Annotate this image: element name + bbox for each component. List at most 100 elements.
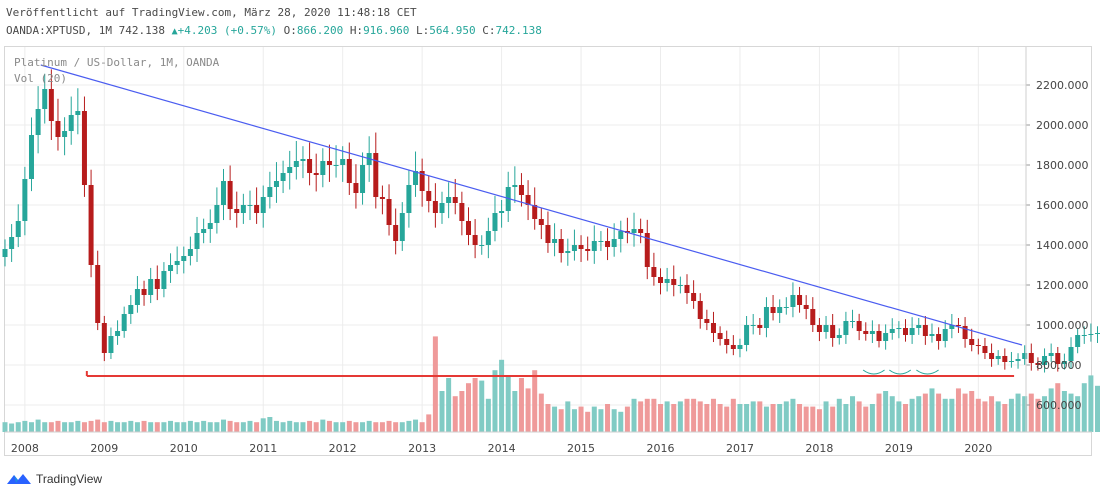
volume-bar: [1088, 375, 1094, 432]
volume-bar: [75, 420, 81, 432]
candle-body: [326, 161, 332, 165]
candle-body: [446, 197, 452, 203]
volume-bar: [889, 396, 895, 432]
candle-body: [452, 197, 458, 203]
volume-bar: [532, 370, 538, 432]
candle-body: [1088, 334, 1094, 335]
volume-bar: [803, 406, 809, 432]
volume-bar: [9, 423, 15, 432]
candle-body: [843, 321, 849, 335]
volume-bar: [492, 370, 498, 432]
volume-bar: [174, 422, 180, 432]
volume-bar: [168, 420, 174, 432]
volume-bar: [942, 398, 948, 432]
candle-body: [346, 159, 352, 183]
volume-bar: [611, 409, 617, 432]
candle-body: [697, 301, 703, 319]
volume-bar: [1048, 388, 1054, 432]
volume-bar: [472, 378, 478, 432]
candle-body: [240, 205, 246, 213]
volume-bar: [856, 401, 862, 432]
candle-body: [922, 325, 928, 336]
volume-bar: [452, 396, 458, 432]
volume-bars: [2, 336, 1100, 432]
bottom-arc-mark: [862, 369, 885, 375]
candle-body: [1075, 335, 1081, 347]
volume-bar: [671, 404, 677, 432]
candle-body: [512, 185, 518, 187]
volume-bar: [240, 422, 246, 432]
candle-body: [181, 256, 187, 261]
candle-body: [611, 239, 617, 247]
candle-body: [2, 249, 8, 257]
volume-bar: [1008, 398, 1014, 432]
candle-body: [803, 305, 809, 309]
candle-body: [545, 225, 551, 243]
volume-bar: [379, 422, 385, 432]
volume-bar: [221, 419, 227, 432]
volume-bar: [260, 418, 266, 432]
volume-bar: [459, 391, 465, 432]
candle-body: [320, 161, 326, 175]
volume-bar: [876, 393, 882, 432]
candle-body: [942, 329, 948, 341]
candle-body: [439, 203, 445, 213]
volume-bar: [757, 401, 763, 432]
volume-bar: [207, 422, 213, 432]
volume-bar: [624, 406, 630, 432]
volume-bar: [710, 398, 716, 432]
volume-bar: [1095, 385, 1100, 432]
volume-bar: [638, 401, 644, 432]
tradingview-footer[interactable]: TradingView: [6, 469, 102, 489]
volume-bar: [836, 398, 842, 432]
volume-bar: [2, 422, 8, 432]
volume-bar: [790, 398, 796, 432]
volume-bar: [1061, 391, 1067, 432]
candle-body: [168, 265, 174, 271]
candle-body: [995, 356, 1001, 359]
candle-body: [605, 241, 611, 247]
candle-body: [651, 267, 657, 277]
x-tick-label: 2008: [11, 442, 39, 455]
candle-body: [260, 197, 266, 213]
candle-body: [22, 179, 28, 221]
candle-body: [115, 331, 121, 336]
candle-body: [684, 285, 690, 293]
volume-bar: [115, 422, 121, 432]
candle-body: [234, 209, 240, 213]
candle-body: [790, 295, 796, 307]
x-tick-label: 2015: [567, 442, 595, 455]
volume-bar: [558, 409, 564, 432]
volume-bar: [518, 378, 524, 432]
candle-body: [710, 323, 716, 333]
volume-bar: [962, 393, 968, 432]
y-tick-label: 600.000: [1036, 399, 1082, 412]
volume-bar: [293, 422, 299, 432]
candle-body: [373, 153, 379, 197]
volume-bar: [770, 404, 776, 432]
volume-bar: [704, 404, 710, 432]
candle-body: [214, 205, 220, 223]
low-value: 564.950: [429, 24, 476, 37]
candle-body: [174, 261, 180, 265]
annotation-lines: [40, 64, 1023, 377]
candle-body: [88, 185, 94, 265]
volume-bar: [287, 420, 293, 432]
volume-bar: [955, 388, 961, 432]
candle-body: [479, 245, 485, 246]
candle-body: [499, 211, 505, 213]
volume-bar: [1042, 396, 1048, 432]
candle-body: [161, 271, 167, 289]
volume-bar: [499, 359, 505, 432]
candle-body: [757, 325, 763, 328]
volume-bar: [181, 422, 187, 432]
volume-bar: [227, 420, 233, 432]
series-legend: Platinum / US-Dollar, 1M, OANDA: [14, 56, 220, 69]
candle-body: [28, 135, 34, 179]
volume-bar: [717, 404, 723, 432]
x-tick-label: 2014: [488, 442, 516, 455]
volume-bar: [307, 420, 313, 432]
candle-body: [955, 325, 961, 326]
candle-body: [194, 233, 200, 249]
